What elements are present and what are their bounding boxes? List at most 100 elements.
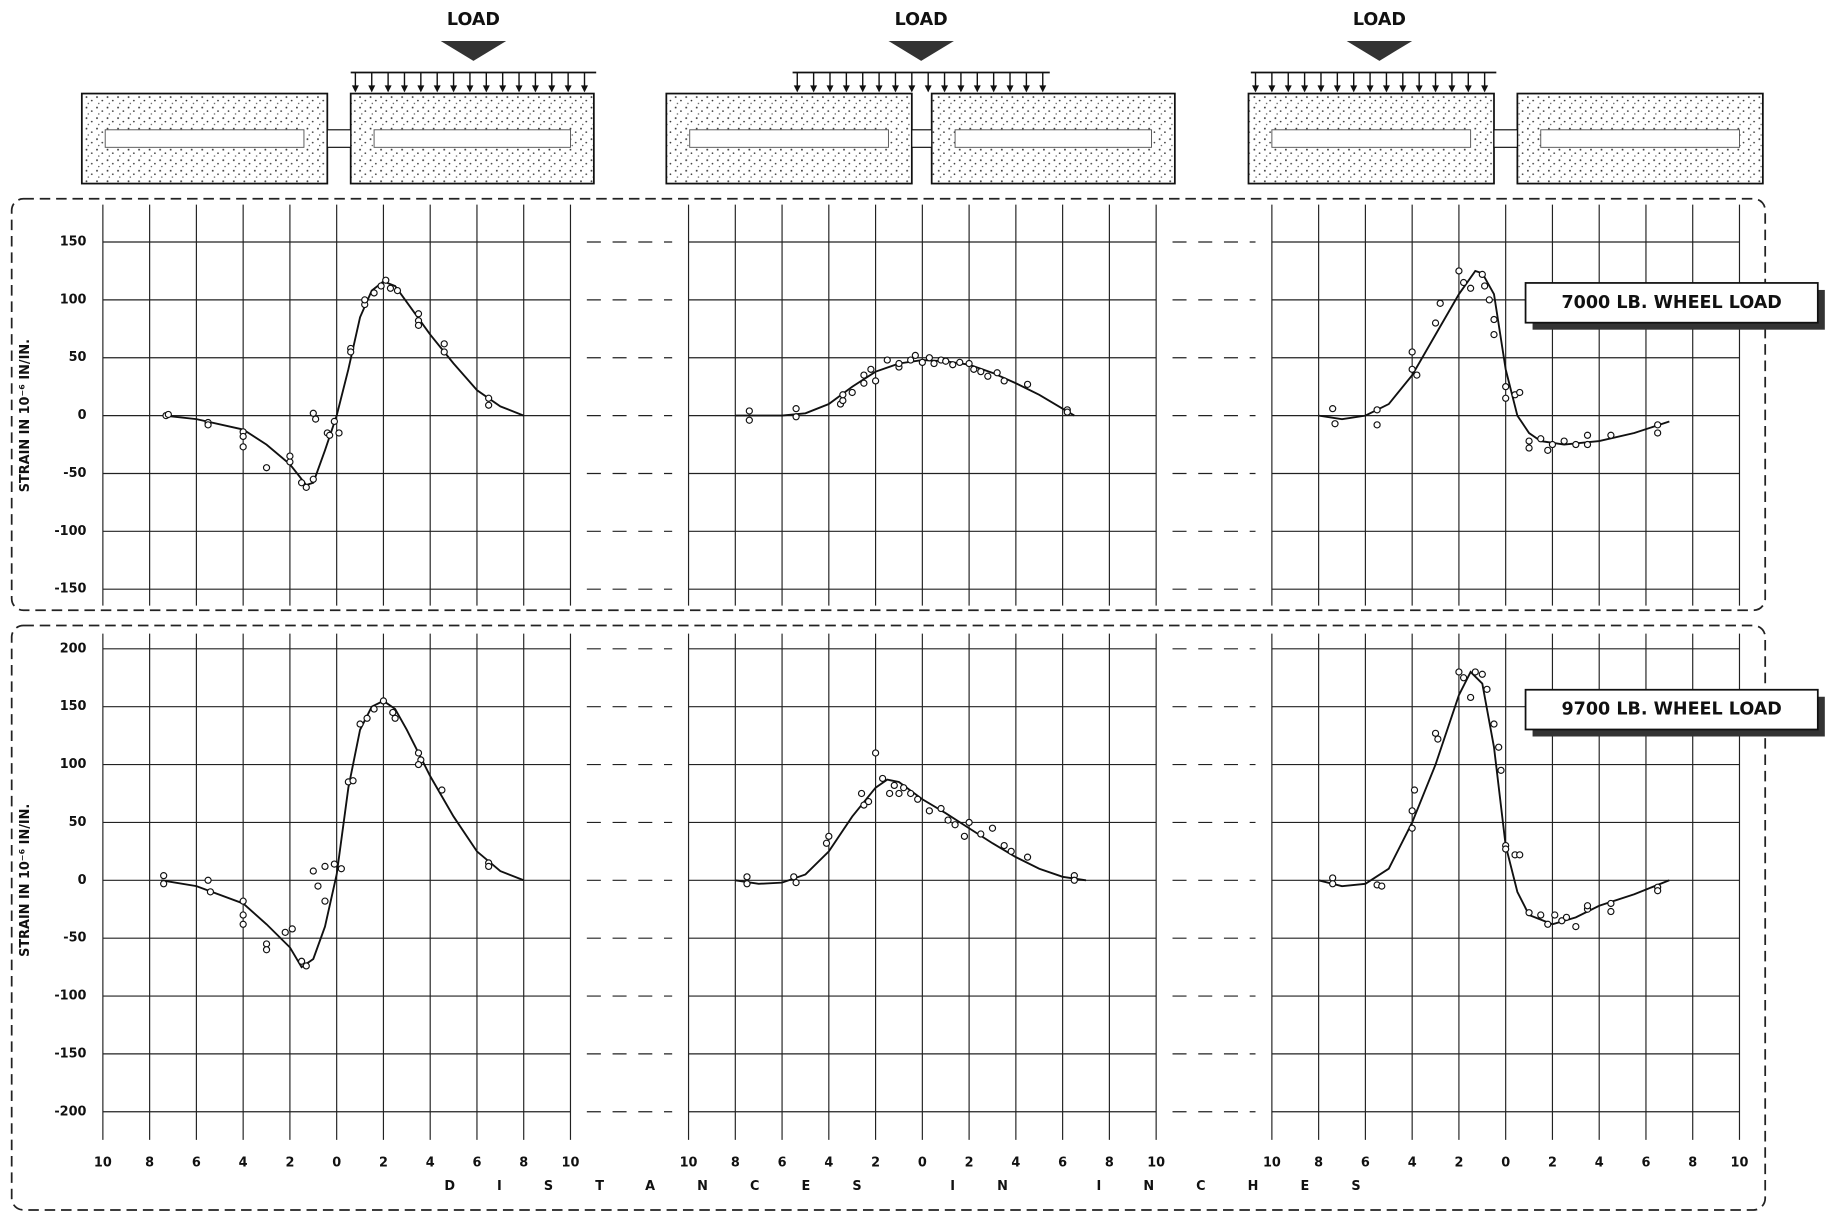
joint-dowel [912, 130, 932, 148]
x-tick-label: 6 [1641, 1156, 1650, 1171]
measured-point [840, 392, 846, 398]
measured-point [240, 444, 246, 450]
chart-panel: 1086420246810 [680, 634, 1256, 1171]
x-tick-label: 8 [1314, 1156, 1323, 1171]
measured-point [310, 868, 316, 874]
measured-point [1655, 430, 1661, 436]
load-arrowhead [352, 85, 359, 92]
load-arrowhead [1416, 85, 1423, 92]
measured-point [1563, 914, 1569, 920]
measured-point [744, 881, 750, 887]
measured-point [840, 398, 846, 404]
load-arrowhead [859, 85, 866, 92]
x-tick-label: 0 [332, 1156, 341, 1171]
measured-point [322, 898, 328, 904]
measured-point [978, 369, 984, 375]
load-arrowhead [548, 85, 555, 92]
load-arrowhead [794, 85, 801, 92]
measured-point [439, 787, 445, 793]
measured-point [161, 881, 167, 887]
chart-panel: 10864202468109700 LB. WHEEL LOAD [1263, 634, 1825, 1171]
measured-point [1491, 721, 1497, 727]
x-tick-label: 2 [1548, 1156, 1557, 1171]
measured-point [891, 782, 897, 788]
measured-point [1374, 407, 1380, 413]
measured-point [1456, 268, 1462, 274]
measured-point [1484, 686, 1490, 692]
load-triangle [1347, 41, 1412, 61]
x-tick-label: 6 [1361, 1156, 1370, 1171]
x-tick-label: 10 [562, 1156, 580, 1171]
load-arrowhead [941, 85, 948, 92]
load-arrowhead [957, 85, 964, 92]
load-arrowhead [581, 85, 588, 92]
measured-point [1491, 317, 1497, 323]
x-tick-label: 8 [145, 1156, 154, 1171]
measured-point [1001, 843, 1007, 849]
measured-point [1545, 447, 1551, 453]
x-tick-label: 10 [1263, 1156, 1281, 1171]
measured-point [161, 873, 167, 879]
load-triangle [441, 41, 506, 61]
load-arrowhead [908, 85, 915, 92]
measured-point [1655, 888, 1661, 894]
measured-point [793, 880, 799, 886]
measured-point [978, 831, 984, 837]
measured-point [994, 370, 1000, 376]
load-arrowhead [483, 85, 490, 92]
measured-point [392, 715, 398, 721]
measured-point [971, 366, 977, 372]
measured-point [1409, 366, 1415, 372]
measured-point [1025, 381, 1031, 387]
y-tick-label: 100 [60, 757, 87, 772]
measured-point [1496, 744, 1502, 750]
measured-point [826, 833, 832, 839]
measured-point [1461, 279, 1467, 285]
measured-point [1491, 332, 1497, 338]
measured-point [1468, 694, 1474, 700]
measured-point [1468, 285, 1474, 291]
strain-curve [161, 701, 523, 967]
x-tick-label: 4 [239, 1156, 248, 1171]
measured-point [1503, 846, 1509, 852]
measured-point [868, 366, 874, 372]
y-tick-label: 150 [60, 235, 87, 250]
y-tick-label: -200 [54, 1104, 86, 1119]
measured-point [1584, 903, 1590, 909]
measured-point [240, 912, 246, 918]
measured-point [263, 941, 269, 947]
measured-point [912, 352, 918, 358]
load-arrowhead [826, 85, 833, 92]
load-arrowhead [499, 85, 506, 92]
measured-point [310, 476, 316, 482]
measured-point [1482, 283, 1488, 289]
load-arrowhead [1383, 85, 1390, 92]
measured-point [896, 360, 902, 366]
x-tick-label: 6 [192, 1156, 201, 1171]
measured-point [1330, 875, 1336, 881]
measured-point [791, 874, 797, 880]
load-arrowhead [1399, 85, 1406, 92]
x-tick-label: 4 [1011, 1156, 1020, 1171]
measured-point [887, 790, 893, 796]
measured-point [961, 833, 967, 839]
measured-point [338, 866, 344, 872]
x-tick-label: 4 [824, 1156, 833, 1171]
load-arrowhead [385, 85, 392, 92]
measured-point [931, 360, 937, 366]
load-arrowhead [434, 85, 441, 92]
x-tick-label: 0 [918, 1156, 927, 1171]
measured-point [859, 790, 865, 796]
dowel [1541, 130, 1740, 148]
measured-point [957, 359, 963, 365]
measured-point [1432, 320, 1438, 326]
measured-point [331, 418, 337, 424]
measured-point [1432, 730, 1438, 736]
measured-point [873, 378, 879, 384]
dowel [374, 130, 570, 148]
measured-point [441, 349, 447, 355]
measured-point [1332, 421, 1338, 427]
measured-point [415, 762, 421, 768]
measured-point [1608, 909, 1614, 915]
x-tick-label: 4 [1408, 1156, 1417, 1171]
